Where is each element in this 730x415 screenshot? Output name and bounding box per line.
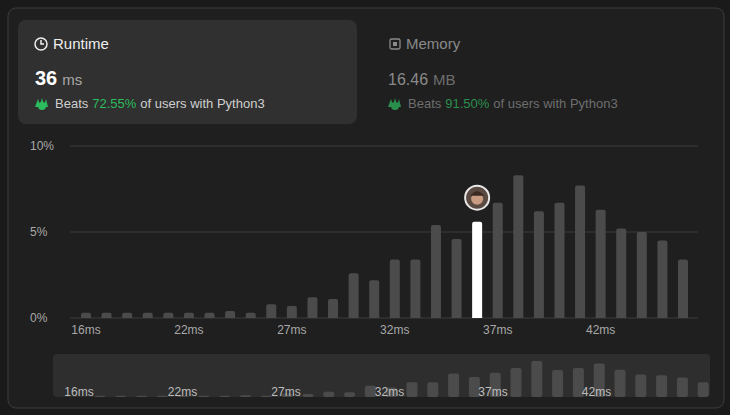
bar [513,175,523,318]
bar [534,211,544,318]
beats-icon [35,98,48,110]
bar [102,313,112,318]
bar [575,186,585,318]
x-tick-label: 22ms [174,323,203,337]
bar [431,225,441,318]
runtime-card: Runtime 36 ms Beats72.55%of users with Pyth… [18,20,357,124]
bar [472,222,482,318]
x-tick-label: 16ms [71,323,100,337]
bar [452,239,462,318]
bar [493,203,503,318]
overview-bar [448,374,459,397]
bar [554,203,564,318]
overview-bar [511,368,522,397]
overview-label: 32ms [375,385,404,399]
overview-bar [531,361,542,397]
bar [307,297,317,318]
bar [596,210,606,318]
bar [163,313,173,318]
chip-icon [390,39,400,49]
overview-bar [427,382,438,397]
overview-bar [157,396,168,397]
beats-suffix: of users with Python3 [493,96,617,111]
bar [410,260,420,318]
page: Runtime36msBeats72.55%of users with Pyth… [0,0,730,415]
overview-label: 42ms [582,385,611,399]
clock-icon [35,38,47,50]
bar [328,299,338,318]
bar [225,311,235,318]
bar [637,232,647,318]
overview-bar [323,392,334,397]
bar [657,241,667,318]
bar [616,229,626,318]
overview-label: 22ms [168,385,197,399]
card-title: Memory [406,35,461,52]
overview-bar [240,395,251,397]
beats-suffix: of users with Python3 [140,96,264,111]
frame [8,8,724,408]
beats-label: Beats [408,96,442,111]
beats-label: Beats [55,96,89,111]
overview-bar [677,377,688,397]
x-axis: 16ms 22ms 27ms 32ms 37ms 42ms [71,323,615,337]
y-axis: 0% 5% 10% [30,139,698,325]
x-tick-label: 37ms [483,323,512,337]
card-title: Runtime [53,35,109,52]
beats-icon [388,98,401,110]
y-tick-label: 10% [30,139,54,153]
overview-bar [552,370,563,397]
bar [184,313,194,318]
bar [246,313,256,318]
value: 36 [35,67,57,89]
bar [205,313,215,318]
memory-card: Memory 16.46 MB Beats91.50%of users with Py… [388,35,618,111]
x-tick-label: 27ms [277,323,306,337]
beats-line: Beats72.55%of users with Python3 [55,96,265,111]
card-bg [18,20,357,124]
unit: MB [433,71,456,88]
y-tick-label: 5% [30,225,48,239]
bar [81,313,91,318]
overview-bar [199,396,210,397]
overview-bar [698,382,709,397]
overview-label: 37ms [478,385,507,399]
x-tick-label: 32ms [380,323,409,337]
overview-bar [407,382,418,397]
grid-line [70,146,698,147]
overview-bar [136,396,147,397]
overview-bar [261,396,272,397]
overview-label: 27ms [271,385,300,399]
bar [266,304,276,318]
y-tick-label: 0% [30,311,48,325]
overview-bar [115,396,126,397]
bar [678,260,688,318]
beats-value: 72.55% [92,96,137,111]
overview-bar [303,394,314,397]
card-value: 36 ms [35,67,82,89]
bar [122,313,132,318]
overview-bar [656,375,667,397]
overview-bar [615,370,626,397]
bar [369,280,379,318]
overview: 16ms 22ms 27ms 32ms 37ms 42ms [53,354,710,399]
x-tick-label: 42ms [586,323,615,337]
overview-label: 16ms [64,385,93,399]
overview-bar [344,392,355,397]
bar [287,306,297,318]
beats-line: Beats91.50%of users with Python3 [408,96,618,111]
overview-bar [219,396,230,397]
value: 16.46 [388,71,428,88]
beats-value: 91.50% [445,96,490,111]
avatar [465,186,489,210]
bars [81,175,688,318]
overview-bar [95,396,106,397]
bar [390,260,400,318]
card-value: 16.46 MB [388,71,456,88]
bar [349,273,359,318]
unit: ms [62,71,82,88]
bar [143,313,153,318]
overview-bar [635,374,646,397]
